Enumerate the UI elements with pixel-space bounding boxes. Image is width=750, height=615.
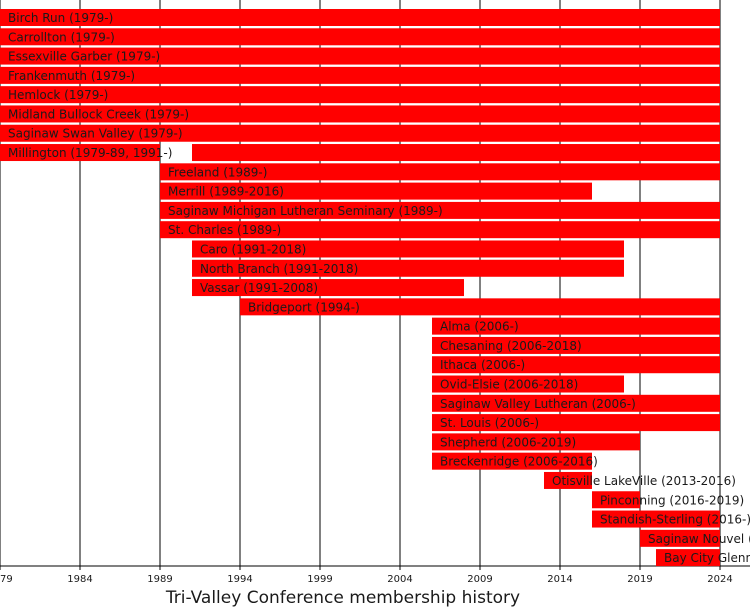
bar-segment <box>432 452 592 470</box>
bar-label: Hemlock (1979-) <box>8 88 108 102</box>
bar-label: Millington (1979-89, 1991-) <box>8 146 172 160</box>
bar-segment <box>0 105 720 123</box>
bar-label: Birch Run (1979-) <box>8 11 113 25</box>
bar-segment <box>432 356 720 374</box>
bar-label: Ovid-Elsie (2006-2018) <box>440 378 578 392</box>
bar-label: Standish-Sterling (2016-) <box>600 513 750 527</box>
bar-label: Bay City Glenn <box>664 551 750 565</box>
x-tick-label: 1994 <box>227 574 252 585</box>
bar-segment <box>0 28 720 46</box>
bar-label: Bridgeport (1994-) <box>248 300 360 314</box>
bar-segment <box>192 259 624 277</box>
bar-segment <box>192 240 624 258</box>
bar-label: Saginaw Valley Lutheran (2006-) <box>440 397 636 411</box>
bar-label: Midland Bullock Creek (1979-) <box>8 107 189 121</box>
bar-segment <box>160 201 720 219</box>
bar-segment <box>0 144 160 162</box>
bar-segment <box>192 144 720 162</box>
bar-segment <box>0 9 720 26</box>
bar-label: Pinconning (2016-2019) <box>600 493 744 507</box>
bar-segment <box>0 66 720 84</box>
bar-label: Chesaning (2006-2018) <box>440 339 582 353</box>
bar-label: Shepherd (2006-2019) <box>440 435 576 449</box>
bar-label: Ithaca (2006-) <box>440 358 525 372</box>
bar-label: Saginaw Swan Valley (1979-) <box>8 127 183 141</box>
bar-segment <box>640 529 720 547</box>
bar-label: Merrill (1989-2016) <box>168 185 284 199</box>
bar-label: St. Charles (1989-) <box>168 223 281 237</box>
bar-label: North Branch (1991-2018) <box>200 262 358 276</box>
bar-segment <box>0 86 720 104</box>
bar-segment <box>160 163 720 181</box>
x-tick-label: 1984 <box>67 574 92 585</box>
bar-segment <box>0 124 720 142</box>
bar-segment <box>544 471 592 489</box>
bar-segment <box>432 394 720 412</box>
bar-segment <box>160 221 720 239</box>
bar-segment <box>192 279 464 297</box>
x-tick-label: 2019 <box>627 574 652 585</box>
bar-segment <box>432 375 624 393</box>
bar-segment <box>592 491 640 509</box>
bar-label: Alma (2006-) <box>440 320 519 334</box>
bar-segment <box>592 510 720 528</box>
x-tick-label: 1979 <box>0 574 13 585</box>
x-tick-label: 2009 <box>467 574 492 585</box>
bar-segment <box>0 47 720 65</box>
bar-segment <box>432 414 720 432</box>
bar-label: Saginaw Michigan Lutheran Seminary (1989… <box>168 204 443 218</box>
x-tick-label: 2004 <box>387 574 412 585</box>
x-tick-label: 1989 <box>147 574 172 585</box>
x-tick-label: 2024 <box>707 574 732 585</box>
bar-label: Carrollton (1979-) <box>8 30 115 44</box>
bar-segment <box>160 182 592 200</box>
bar-label: St. Louis (2006-) <box>440 416 539 430</box>
bar-segment <box>432 336 720 354</box>
bar-label: Saginaw Nouvel (20 <box>648 532 750 546</box>
bar-label: Frankenmuth (1979-) <box>8 69 135 83</box>
bar-label: Caro (1991-2018) <box>200 242 306 256</box>
bar-segment <box>432 433 640 451</box>
x-tick-label: 2014 <box>547 574 572 585</box>
bar-segment <box>240 298 720 316</box>
bar-segment <box>656 549 720 567</box>
bar-segment <box>432 317 720 335</box>
chart-title: Tri-Valley Conference membership history <box>165 588 520 608</box>
x-tick-label: 1999 <box>307 574 332 585</box>
bar-label: Otisville LakeVille (2013-2016) <box>552 474 736 488</box>
bar-label: Freeland (1989-) <box>168 165 267 179</box>
bar-label: Essexville Garber (1979-) <box>8 50 160 64</box>
bar-label: Vassar (1991-2008) <box>200 281 318 295</box>
bar-label: Breckenridge (2006-2016) <box>440 455 598 469</box>
